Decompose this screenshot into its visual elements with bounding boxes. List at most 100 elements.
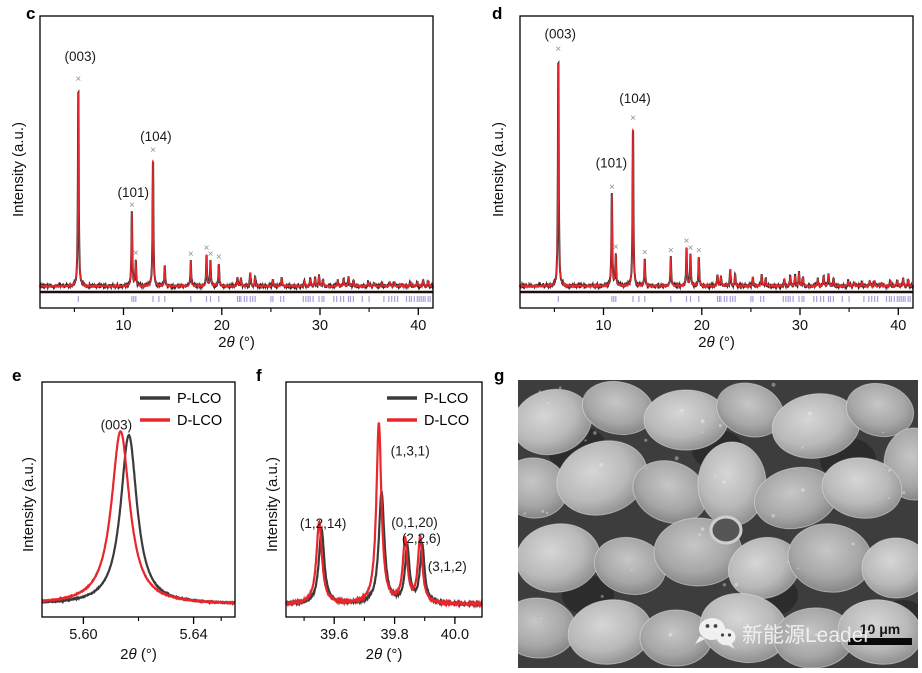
observed-x-marker: × [684, 236, 690, 247]
panel-e-xlabel: 2θ (°) [120, 646, 157, 663]
sem-speckle [584, 439, 587, 442]
sem-speckle [801, 446, 804, 449]
panel-f-peak-chart: P-LCO D-LCO (1,2,14) (1,3,1) (0,1,20) (2,2,6)… [274, 374, 490, 654]
sem-speckle [718, 424, 722, 428]
sem-speckle [645, 467, 648, 470]
observed-x-marker: × [642, 248, 648, 259]
sem-speckle [680, 408, 684, 413]
sem-speckle [547, 402, 550, 405]
panel-d-xrd-chart: × × × × × × × × × (003) (101) (104) 10 20 30 40 [508, 8, 922, 352]
observed-x-marker: × [609, 182, 615, 193]
peak-hkl-label: (003) [101, 418, 133, 433]
observed-curve [519, 60, 914, 291]
sem-speckle [538, 390, 541, 393]
sem-speckle [644, 438, 648, 442]
legend-label: D-LCO [424, 413, 469, 429]
sem-speckle [801, 488, 805, 492]
x-tick-label: 20 [214, 318, 230, 334]
peak-hkl-label: (2,2,6) [402, 531, 441, 546]
legend-label: D-LCO [177, 413, 222, 429]
x-tick-label: 40.0 [441, 627, 469, 643]
panel-d-xlabel: 2θ (°) [698, 334, 735, 351]
plot-frame [39, 15, 434, 309]
x-tick-label: 10 [595, 318, 611, 334]
sem-speckle [541, 509, 545, 513]
peak-hkl-label: (1,3,1) [391, 444, 430, 459]
x-tick-label: 30 [792, 318, 808, 334]
observed-x-marker: × [688, 243, 694, 254]
sem-speckle [700, 419, 705, 424]
legend-label: P-LCO [177, 391, 221, 407]
series-curve-D-LCO [41, 430, 236, 606]
sem-speckle [599, 463, 603, 467]
sem-speckle [600, 594, 604, 598]
sem-speckle [851, 542, 855, 546]
calculated-curve [39, 92, 434, 289]
sem-speckle [702, 431, 704, 433]
panel-e-peak-chart: P-LCO D-LCO (003) 5.60 5.64 [30, 374, 242, 654]
sem-speckle [674, 456, 679, 461]
observed-x-marker: × [188, 249, 194, 260]
wechat-icon [695, 618, 736, 649]
panel-letter-d: d [492, 4, 503, 23]
sem-speckle [631, 569, 633, 571]
panel-letter-e: e [12, 366, 22, 385]
peak-hkl-label: (104) [140, 129, 172, 144]
sem-speckle [668, 632, 673, 637]
sem-speckle [814, 633, 818, 637]
panel-letter-c: c [26, 4, 36, 23]
x-tick-label: 20 [694, 318, 710, 334]
observed-x-marker: × [129, 200, 135, 211]
observed-x-marker: × [133, 248, 139, 259]
sem-particle [821, 457, 903, 519]
sem-speckle [593, 431, 597, 435]
panel-letter-f: f [256, 366, 262, 385]
observed-x-marker: × [75, 74, 81, 85]
panel-letter-g: g [494, 366, 505, 385]
sem-speckle [714, 474, 717, 477]
sem-particle [861, 537, 918, 599]
observed-x-marker: × [150, 145, 156, 156]
panel-c-xrd-chart: × × × × × × × × (003) (101) (104) 10 20 30 40 [28, 8, 448, 352]
watermark-text: 新能源Leader [742, 624, 870, 647]
peak-hkl-label: (3,1,2) [428, 559, 467, 574]
sem-speckle [888, 469, 891, 472]
x-tick-label: 40 [410, 318, 426, 334]
observed-x-marker: × [208, 249, 214, 260]
peak-hkl-label: (101) [118, 185, 150, 200]
panel-d-ylabel: Intensity (a.u.) [490, 121, 507, 217]
sem-image: 10 μm 新能源Leader [518, 380, 918, 668]
x-tick-label: 10 [115, 318, 131, 334]
sem-particle [837, 599, 918, 665]
panel-c-ylabel: Intensity (a.u.) [10, 121, 27, 217]
peak-hkl-label: (101) [596, 155, 628, 170]
sem-speckle [700, 527, 705, 531]
peak-hkl-label: (104) [619, 91, 651, 106]
sem-particle [643, 389, 729, 451]
series-curve-P-LCO [41, 433, 236, 606]
panel-f-xlabel: 2θ (°) [365, 646, 403, 663]
sem-speckle [808, 411, 812, 416]
peak-hkl-label: (0,1,20) [391, 515, 438, 530]
plot-frame [285, 381, 483, 618]
sem-speckle [722, 480, 726, 484]
observed-x-marker: × [555, 44, 561, 55]
peak-hkl-label: (003) [65, 49, 97, 64]
legend-label: P-LCO [424, 391, 468, 407]
sem-speckle [797, 567, 800, 570]
observed-x-marker: × [696, 245, 702, 256]
x-tick-label: 5.64 [179, 627, 207, 643]
scalebar-label: 10 μm [860, 621, 900, 637]
sem-speckle [887, 497, 890, 499]
observed-x-marker: × [216, 252, 222, 263]
sem-speckle [540, 617, 543, 619]
peak-hkl-label: (1,2,14) [300, 516, 347, 531]
sem-speckle [882, 431, 885, 434]
x-tick-label: 30 [312, 318, 328, 334]
peak-hkl-label: (003) [545, 27, 577, 42]
panel-c-xlabel: 2θ (°) [218, 334, 255, 351]
sem-speckle [523, 512, 526, 515]
x-tick-label: 39.8 [380, 627, 408, 643]
series-curve-D-LCO [285, 422, 483, 609]
